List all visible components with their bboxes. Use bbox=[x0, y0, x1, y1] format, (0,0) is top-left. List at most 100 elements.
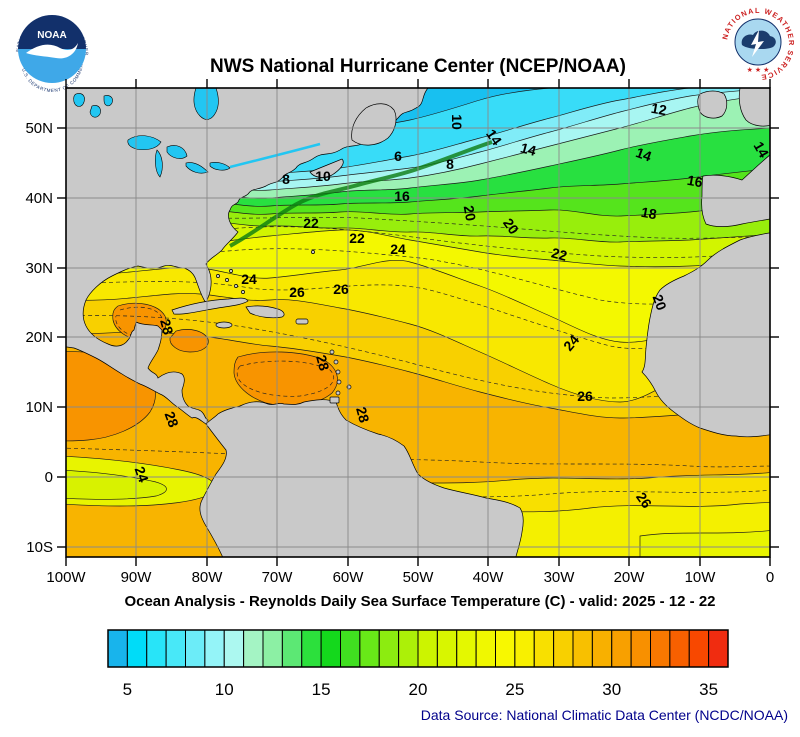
dashed-contour bbox=[66, 226, 770, 258]
colorbar-tick-label: 15 bbox=[312, 680, 331, 699]
noaa-logo-seagull-icon bbox=[26, 43, 78, 59]
nws-lightning-icon bbox=[751, 30, 764, 57]
colorbar-labels: 5 10 15 20 25 30 35 bbox=[123, 680, 718, 699]
isotherm-label: 14 bbox=[634, 144, 654, 164]
lat-axis-label: 20N bbox=[25, 329, 53, 346]
colorbar-cell bbox=[340, 629, 361, 668]
noaa-logo-wordmark: NOAA bbox=[37, 30, 66, 41]
dashed-contour bbox=[236, 360, 335, 397]
warm-pool-nw-caribbean bbox=[169, 329, 209, 353]
isotherm-label: 22 bbox=[303, 215, 319, 231]
isotherm-label: 20 bbox=[650, 292, 670, 312]
colorbar bbox=[107, 629, 729, 668]
isotherm-label: 14 bbox=[751, 139, 773, 161]
isotherm-label: 16 bbox=[686, 172, 704, 190]
lat-axis-label: 0 bbox=[45, 469, 53, 486]
gulf-stream-front bbox=[229, 140, 493, 248]
isotherm-label: 24 bbox=[241, 271, 257, 287]
isotherm-label: 18 bbox=[640, 204, 658, 222]
lon-axis-label: 60W bbox=[333, 569, 365, 586]
isotherm-label: 24 bbox=[132, 464, 152, 484]
lake-michigan bbox=[155, 149, 163, 178]
isotherm-label: 26 bbox=[577, 388, 593, 404]
lake-erie bbox=[185, 162, 209, 174]
colorbar-cell bbox=[378, 629, 400, 668]
noaa-logo-sky bbox=[18, 15, 86, 49]
isotherm-label: 28 bbox=[353, 405, 373, 424]
isotherm-label: 26 bbox=[333, 281, 349, 297]
nova-scotia bbox=[309, 158, 344, 178]
lon-axis-label: 50W bbox=[403, 569, 435, 586]
data-source-credit: Data Source: National Climatic Data Cent… bbox=[421, 707, 788, 723]
isotherm-label: 14 bbox=[519, 139, 538, 159]
isotherm-label: 6 bbox=[394, 148, 402, 164]
colorbar-cell bbox=[611, 629, 632, 668]
jamaica-island bbox=[215, 321, 233, 329]
lake-huron bbox=[166, 145, 188, 159]
colorbar-cell bbox=[243, 629, 264, 668]
colorbar-cell bbox=[630, 629, 651, 668]
st-lawrence-river bbox=[229, 142, 321, 169]
colorbar-cell bbox=[223, 629, 245, 668]
isotherm-label: 26 bbox=[289, 284, 305, 300]
colorbar-cell bbox=[514, 629, 535, 668]
ireland-landmass bbox=[697, 90, 728, 119]
colorbar-cell bbox=[107, 629, 128, 668]
lon-axis-label: 90W bbox=[121, 569, 153, 586]
lon-axis-label: 80W bbox=[192, 569, 224, 586]
dashed-contour bbox=[66, 315, 770, 399]
puerto-rico-island bbox=[295, 318, 309, 325]
britain-landmass bbox=[738, 88, 770, 127]
isotherm-label: 8 bbox=[282, 171, 290, 187]
lon-axis-label: 70W bbox=[262, 569, 294, 586]
james-bay bbox=[193, 88, 219, 120]
lat-axis-label: 10N bbox=[25, 399, 53, 416]
lon-axis-label: 0 bbox=[766, 569, 774, 586]
isotherm-label: 12 bbox=[650, 100, 668, 118]
isotherm-label: 28 bbox=[313, 353, 333, 372]
nws-cloud-icon bbox=[741, 30, 776, 50]
map-caption: Ocean Analysis - Reynolds Daily Sea Surf… bbox=[124, 593, 715, 610]
colorbar-cell bbox=[185, 629, 206, 668]
lake-ontario bbox=[209, 162, 231, 171]
isotherm-label: 10 bbox=[315, 168, 331, 184]
iberia-landmass bbox=[701, 154, 770, 227]
noaa-logo-sea bbox=[18, 49, 86, 83]
page-title: NWS National Hurricane Center (NCEP/NOAA… bbox=[210, 56, 626, 77]
colorbar-cell bbox=[146, 629, 167, 668]
colorbar-cell bbox=[456, 629, 477, 668]
bahamas-islands bbox=[216, 269, 245, 294]
colorbar-cell bbox=[650, 629, 671, 668]
south-atlantic-corner-band bbox=[639, 530, 770, 557]
isotherm-label: 22 bbox=[349, 230, 365, 246]
hispaniola-island bbox=[245, 305, 285, 319]
cuba-island bbox=[171, 297, 249, 315]
pacific-cold-tongue-core bbox=[66, 470, 167, 500]
lesser-antilles-islands bbox=[329, 349, 352, 404]
colorbar-cell bbox=[572, 629, 593, 668]
lat-axis-label: 30N bbox=[25, 260, 53, 277]
lon-axis-label: 10W bbox=[685, 569, 717, 586]
colorbar-cell bbox=[591, 629, 613, 668]
lat-axis-label: 40N bbox=[25, 190, 53, 207]
lat-axis-label: 10S bbox=[26, 539, 53, 556]
colorbar-cell bbox=[417, 629, 438, 668]
colorbar-tick-label: 20 bbox=[409, 680, 428, 699]
colorbar-tick-label: 5 bbox=[123, 680, 132, 699]
colorbar-cell bbox=[669, 629, 690, 668]
lon-axis-label: 40W bbox=[473, 569, 505, 586]
isotherm-label: 8 bbox=[446, 156, 454, 172]
colorbar-cell bbox=[436, 629, 458, 668]
isotherm-label: 20 bbox=[461, 204, 479, 222]
colorbar-cell bbox=[301, 629, 322, 668]
nws-logo: NATIONAL WEATHER SERVICE ★ ★ ★ bbox=[720, 5, 795, 82]
colorbar-cell bbox=[281, 629, 303, 668]
nws-logo-stars: ★ ★ ★ bbox=[747, 66, 770, 74]
bermuda-island bbox=[311, 250, 315, 254]
isotherm-label: 10 bbox=[449, 114, 465, 130]
colorbar-cell bbox=[398, 629, 419, 668]
